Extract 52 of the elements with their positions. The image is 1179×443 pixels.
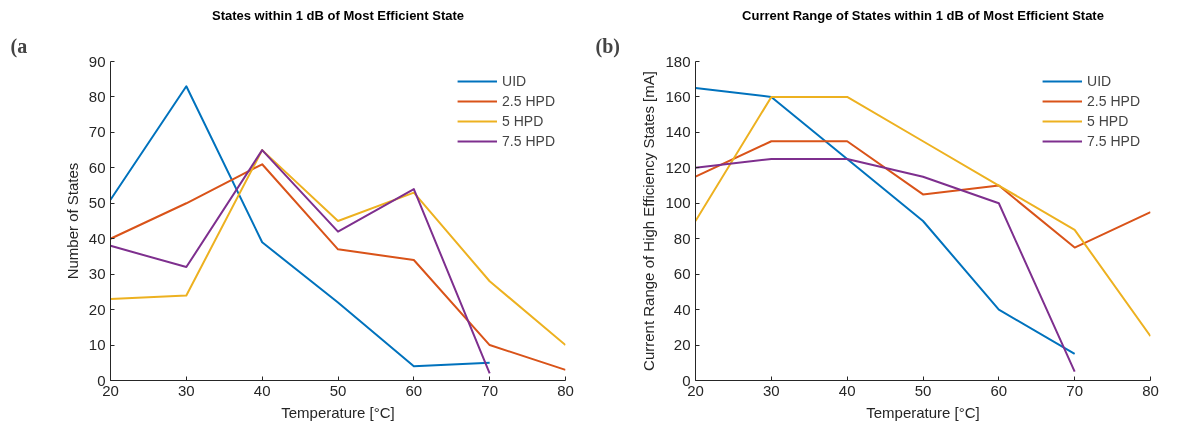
line-series	[695, 87, 1076, 355]
y-tick-label: 80	[88, 87, 106, 105]
y-tick-label: 120	[665, 158, 691, 176]
x-tick-label: 80	[1142, 381, 1159, 399]
y-tick-label: 60	[673, 265, 691, 283]
legend-label: 5 HPD	[1087, 113, 1129, 129]
y-tick-label: 70	[88, 123, 106, 141]
y-tick-label: 20	[673, 336, 691, 354]
x-tick-label: 30	[762, 381, 780, 399]
y-tick-label: 40	[673, 300, 691, 318]
y-tick-label: 140	[665, 123, 691, 141]
y-tick-label: 20	[88, 300, 106, 318]
x-tick-label: 70	[1066, 381, 1084, 399]
y-tick-label: 80	[673, 229, 691, 247]
y-tick-label: 160	[665, 87, 691, 105]
legend-label: 7.5 HPD	[502, 133, 555, 149]
line-series	[110, 149, 491, 375]
text: (a	[10, 34, 28, 58]
x-tick-label: 80	[557, 381, 574, 399]
x-tick-label: 60	[990, 381, 1008, 399]
legend-label: 7.5 HPD	[1087, 133, 1140, 149]
x-tick-label: 40	[838, 381, 856, 399]
y-tick-label: 10	[88, 336, 106, 354]
y-tick-label: 180	[665, 52, 691, 70]
line-series	[695, 95, 1151, 338]
legend-label: UID	[1087, 73, 1112, 89]
y-axis-title: Current Range of High Efficiency States [mA]	[640, 71, 658, 371]
chart-title: States within 1 dB of Most Efficient State	[211, 7, 465, 23]
y-axis-title: Number of States	[63, 162, 81, 280]
chart-title: Current Range of States within 1 dB of Most Efficient State	[742, 7, 1104, 23]
y-tick-label: 100	[665, 194, 691, 212]
x-axis-title: Temperature [°C]	[281, 403, 395, 421]
legend-label: 5 HPD	[502, 113, 544, 129]
line-series	[110, 163, 566, 371]
x-tick-label: 40	[253, 381, 271, 399]
x-tick-label: 60	[405, 381, 423, 399]
y-tick-label: 50	[88, 194, 106, 212]
x-tick-label: 30	[177, 381, 195, 399]
x-tick-label: 50	[329, 381, 347, 399]
legend-label: 2.5 HPD	[502, 93, 555, 109]
y-tick-label: 90	[88, 52, 106, 70]
legend-label: 2.5 HPD	[1087, 93, 1140, 109]
y-tick-label: 60	[88, 158, 106, 176]
x-axis-title: Temperature [°C]	[866, 403, 980, 421]
y-tick-label: 30	[88, 265, 106, 283]
y-tick-label: 40	[88, 229, 106, 247]
text: (b)	[595, 34, 620, 58]
x-tick-label: 70	[481, 381, 499, 399]
x-tick-label: 50	[914, 381, 932, 399]
line-series	[695, 157, 1076, 373]
legend-label: UID	[502, 73, 527, 89]
line-series	[110, 85, 491, 368]
